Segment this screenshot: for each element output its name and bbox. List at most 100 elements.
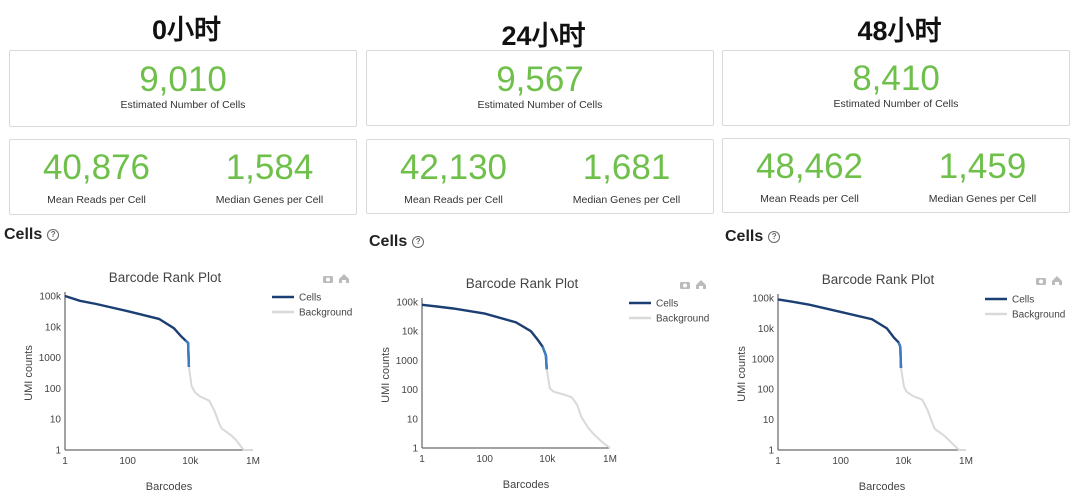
x-axis-label: Barcodes — [859, 481, 906, 493]
chart-title: Barcode Rank Plot — [109, 270, 222, 285]
x-tick-label: 100 — [832, 456, 849, 467]
background-series-line — [187, 366, 253, 451]
y-tick-label: 10 — [50, 415, 62, 426]
median-genes-label: Median Genes per Cell — [928, 193, 1037, 205]
reads-genes-card: 40,876 Mean Reads per Cell 1,584 Median … — [9, 139, 357, 215]
panel-48h: 48小时 8,410 Estimated Number of Cells 48,… — [722, 0, 1077, 502]
y-axis-label: UMI counts — [23, 345, 35, 401]
y-tick-label: 100k — [752, 294, 775, 305]
cells-heading: Cells? — [4, 226, 60, 244]
y-tick-label: 1000 — [752, 354, 775, 365]
y-tick-label: 10k — [45, 322, 62, 333]
y-axis-label: UMI counts — [380, 347, 392, 403]
mean-reads-metric: 42,130 Mean Reads per Cell — [367, 150, 540, 206]
mean-reads-label: Mean Reads per Cell — [760, 193, 859, 205]
legend-label-background: Background — [656, 314, 709, 325]
y-tick-label: 1 — [412, 444, 418, 455]
mean-reads-value: 42,130 — [399, 148, 508, 187]
y-tick-label: 100k — [396, 298, 419, 309]
x-tick-label: 1 — [62, 456, 68, 467]
y-tick-label: 10 — [763, 415, 775, 426]
x-axis-label: Barcodes — [503, 479, 550, 491]
y-tick-label: 1 — [768, 446, 774, 457]
mean-reads-value: 48,462 — [755, 147, 864, 186]
median-genes-label: Median Genes per Cell — [572, 194, 681, 206]
panel-24h: 24小时 9,567 Estimated Number of Cells 42,… — [366, 0, 721, 502]
cells-series-tail — [184, 339, 191, 367]
cells-heading: Cells? — [725, 228, 781, 246]
barcode-rank-plot: Barcode Rank Plot 1 10 100 1000 10k 100k 1 100 10… — [23, 270, 352, 493]
x-tick-label: 1M — [959, 456, 973, 467]
estimated-cells-value: 8,410 — [852, 59, 940, 98]
y-tick-label: 10k — [402, 327, 419, 338]
x-tick-label: 10k — [182, 456, 199, 467]
camera-icon — [323, 276, 333, 283]
x-axis-label: Barcodes — [146, 481, 193, 493]
estimated-cells-value: 9,010 — [139, 60, 227, 99]
panel-0h: 0小时 9,010 Estimated Number of Cells 40,8… — [4, 0, 364, 502]
median-genes-metric: 1,681 Median Genes per Cell — [540, 150, 713, 206]
cells-series-line — [777, 298, 903, 369]
mean-reads-label: Mean Reads per Cell — [47, 194, 146, 206]
reads-genes-card: 42,130 Mean Reads per Cell 1,681 Median … — [366, 139, 714, 214]
cells-heading-text: Cells — [4, 226, 43, 243]
cells-series-tail — [541, 346, 548, 370]
help-icon[interactable]: ? — [412, 235, 425, 248]
median-genes-value: 1,584 — [225, 148, 314, 187]
panel-title: 24小时 — [501, 21, 586, 51]
y-tick-label: 100 — [757, 385, 774, 396]
y-tick-label: 1000 — [39, 353, 62, 364]
chart-title: Barcode Rank Plot — [466, 276, 579, 291]
barcode-rank-plot: Barcode Rank Plot 1 10 100 1000 10k 100k 1 100 10… — [380, 276, 709, 491]
cells-series-line — [421, 303, 548, 370]
estimated-cells-card: 8,410 Estimated Number of Cells — [722, 50, 1070, 126]
home-icon — [1052, 276, 1062, 285]
y-axis-label: UMI counts — [736, 346, 748, 402]
estimated-cells-label: Estimated Number of Cells — [833, 98, 959, 110]
cells-heading-text: Cells — [369, 233, 408, 250]
panel-title: 0小时 — [151, 15, 222, 45]
home-icon — [696, 280, 706, 289]
camera-icon — [680, 282, 690, 289]
estimated-cells-label: Estimated Number of Cells — [120, 99, 246, 111]
x-tick-label: 100 — [119, 456, 136, 467]
mean-reads-value: 40,876 — [42, 148, 151, 187]
cells-series-tail — [897, 341, 903, 369]
mean-reads-metric: 40,876 Mean Reads per Cell — [10, 150, 183, 206]
x-tick-label: 1M — [603, 454, 617, 465]
median-genes-value: 1,459 — [938, 147, 1027, 186]
y-tick-label: 1000 — [396, 356, 419, 367]
barcode-rank-plot: Barcode Rank Plot 1 10 100 1000 10k 100k 1 100 10… — [736, 272, 1065, 493]
chart-title: Barcode Rank Plot — [822, 272, 935, 287]
legend-label-background: Background — [1012, 310, 1065, 321]
median-genes-value: 1,681 — [582, 148, 671, 187]
x-tick-label: 10k — [895, 456, 912, 467]
median-genes-metric: 1,459 Median Genes per Cell — [896, 149, 1069, 205]
help-icon[interactable]: ? — [47, 228, 60, 241]
camera-icon — [1036, 278, 1046, 285]
help-icon[interactable]: ? — [768, 230, 781, 243]
mean-reads-label: Mean Reads per Cell — [404, 194, 503, 206]
x-tick-label: 10k — [539, 454, 556, 465]
panel-title: 48小时 — [857, 16, 942, 46]
x-tick-label: 1 — [419, 454, 425, 465]
y-tick-label: 100 — [401, 385, 418, 396]
background-series-line — [900, 367, 966, 451]
y-tick-label: 10 — [407, 414, 419, 425]
legend-label-cells: Cells — [656, 299, 678, 310]
y-tick-label: 100k — [39, 292, 62, 303]
median-genes-metric: 1,584 Median Genes per Cell — [183, 150, 356, 206]
cells-heading: Cells? — [369, 233, 425, 251]
estimated-cells-card: 9,010 Estimated Number of Cells — [9, 50, 357, 127]
y-tick-label: 1 — [55, 446, 61, 457]
home-icon — [339, 274, 349, 283]
legend-label-cells: Cells — [299, 293, 321, 304]
cells-series-line — [64, 294, 191, 367]
legend-label-background: Background — [299, 308, 352, 319]
x-tick-label: 100 — [476, 454, 493, 465]
cells-heading-text: Cells — [725, 228, 764, 245]
x-tick-label: 1M — [246, 456, 260, 467]
x-tick-label: 1 — [775, 456, 781, 467]
estimated-cells-value: 9,567 — [496, 60, 584, 99]
median-genes-label: Median Genes per Cell — [215, 194, 324, 206]
